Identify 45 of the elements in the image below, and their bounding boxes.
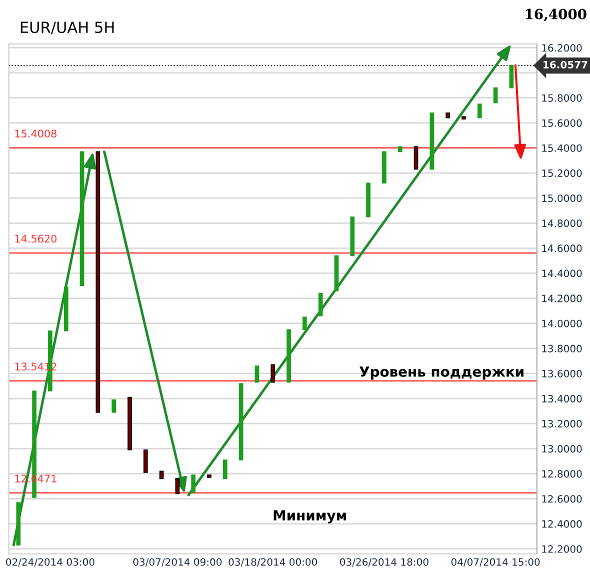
x-tick-label: 04/07/2014 15:00 <box>451 558 540 567</box>
y-tick-label: 13.0000 <box>542 445 582 453</box>
candlestick <box>414 146 418 170</box>
y-tick-label: 12.2000 <box>542 545 582 553</box>
y-tick-label: 14.6000 <box>542 244 582 252</box>
y-tick-label: 14.2000 <box>542 294 582 302</box>
ref-line-label: 16.0577 <box>544 60 588 68</box>
chart-title: EUR/UAH 5H <box>20 22 114 34</box>
candlestick <box>302 316 307 330</box>
annotation: Минимум <box>274 510 346 524</box>
candlestick <box>509 64 514 88</box>
y-tick-label: 13.2000 <box>542 420 582 428</box>
y-tick-label: 14.4000 <box>542 270 582 278</box>
y-tick-label: 12.6000 <box>542 495 582 503</box>
candlestick <box>143 449 148 473</box>
y-tick-label: 14.0000 <box>542 320 582 328</box>
candlestick <box>254 366 260 383</box>
y-tick-label: 16.2000 <box>542 44 582 52</box>
candlestick <box>222 459 228 480</box>
y-tick-label: 13.6000 <box>542 370 582 378</box>
x-tick-label: 03/18/2014 00:00 <box>228 558 318 567</box>
candlestick <box>175 478 180 494</box>
candlestick <box>270 364 276 383</box>
candlestick <box>191 474 196 493</box>
y-tick-label: 12.8000 <box>542 470 582 478</box>
ref-line-label: 14.5620 <box>15 234 57 243</box>
y-tick-label: 15.0000 <box>542 194 582 202</box>
y-tick-label: 13.4000 <box>542 394 582 402</box>
annotation: Уровень поддержки <box>359 366 524 380</box>
candlestick <box>477 104 482 118</box>
y-tick-label: 15.4000 <box>542 144 582 152</box>
text: 16,4000 <box>526 8 586 22</box>
x-tick-label: 03/07/2014 09:00 <box>133 558 222 567</box>
ref-line-label: 15.4008 <box>15 130 56 138</box>
x-tick-label: 02/24/2014 03:00 <box>6 558 94 567</box>
y-tick-label: 12.4000 <box>542 520 582 528</box>
y-tick-label: 14.8000 <box>542 220 582 228</box>
candlestick <box>112 399 116 413</box>
y-tick-label: 15.6000 <box>542 119 582 127</box>
x-tick-label: 03/26/2014 18:00 <box>340 558 428 567</box>
candlestick <box>318 292 323 316</box>
y-tick-label: 13.8000 <box>542 344 582 352</box>
y-tick-label: 15.2000 <box>542 169 582 177</box>
candlestick <box>493 87 498 104</box>
y-tick-label: 15.8000 <box>542 94 582 102</box>
